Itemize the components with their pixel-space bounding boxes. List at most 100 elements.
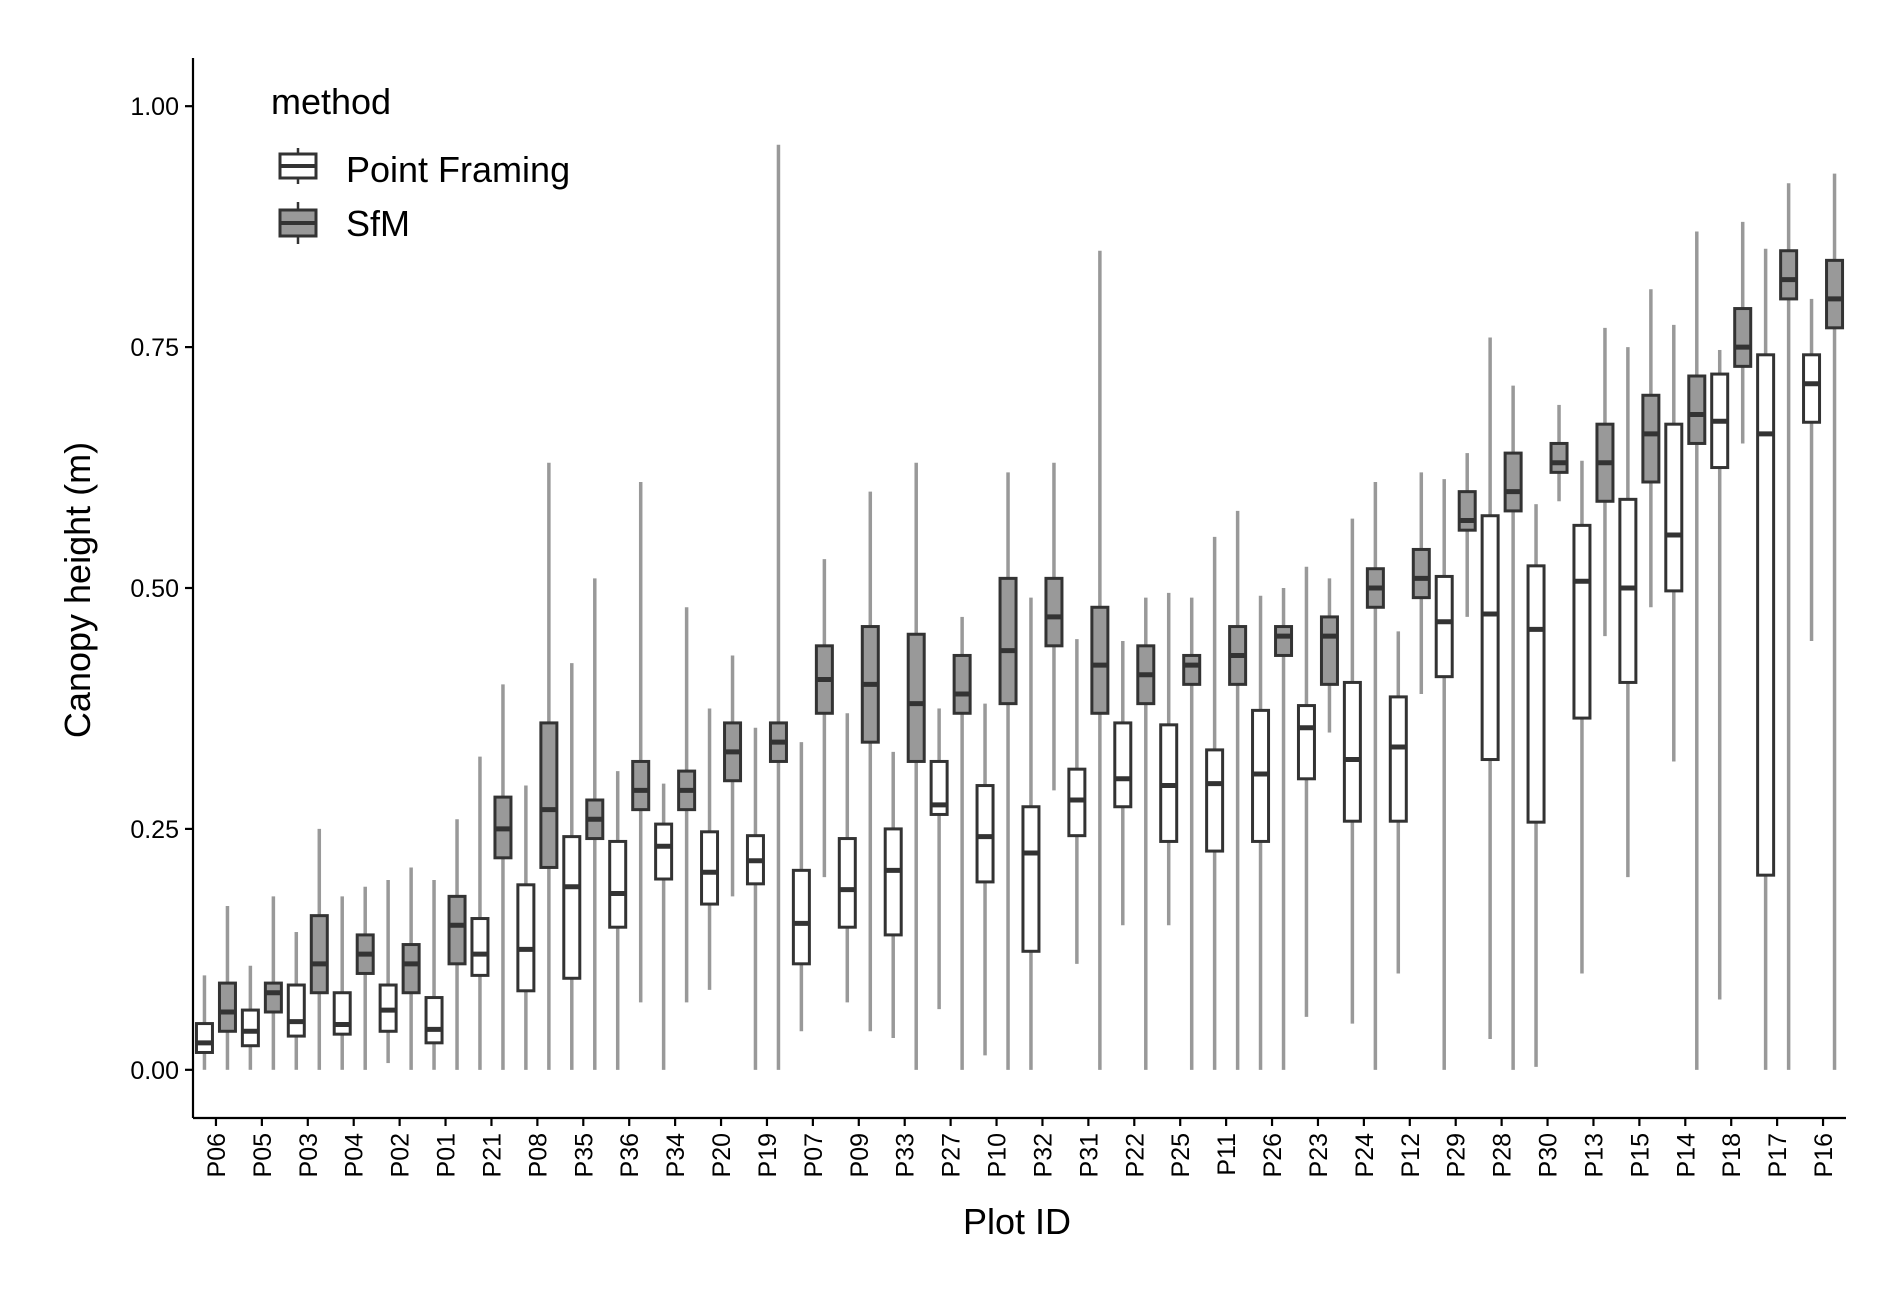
box-sfm-p06	[217, 906, 237, 1070]
box-iqr	[631, 759, 651, 812]
box-point-framing-p15	[1618, 347, 1638, 878]
box-sfm-p28	[1503, 385, 1523, 1070]
box-sfm-p26	[1274, 588, 1294, 1070]
x-tick-label: P30	[1535, 1133, 1563, 1177]
x-tick-label: P17	[1764, 1133, 1792, 1177]
x-tick-label: P02	[387, 1133, 415, 1177]
legend: method Point Framing SfM	[271, 81, 570, 244]
x-tick-label: P13	[1580, 1133, 1608, 1177]
x-tick-label: P23	[1305, 1133, 1333, 1177]
box-sfm-p17	[1779, 183, 1799, 1070]
x-tick-label: P29	[1443, 1133, 1471, 1177]
box-point-framing-p14	[1664, 324, 1684, 762]
box-iqr	[837, 837, 857, 929]
box-sfm-p11	[1228, 510, 1248, 1070]
box-iqr	[332, 991, 352, 1036]
box-iqr	[194, 1022, 214, 1054]
box-point-framing-p17	[1756, 248, 1776, 1070]
box-point-framing-p21	[470, 756, 490, 1070]
box-iqr	[1411, 547, 1431, 600]
box-iqr	[929, 759, 949, 816]
box-sfm-p10	[998, 472, 1018, 1070]
x-tick-label: P12	[1397, 1133, 1425, 1177]
x-tick-label: P04	[341, 1133, 369, 1178]
box-sfm-p01	[447, 819, 467, 1070]
box-iqr	[654, 822, 674, 881]
box-point-framing-p12	[1388, 631, 1408, 974]
box-sfm-p32	[1044, 462, 1064, 791]
box-point-framing-p11	[1205, 536, 1225, 1070]
box-iqr	[791, 868, 811, 966]
box-iqr	[1802, 353, 1822, 424]
box-iqr	[906, 632, 926, 763]
box-point-framing-p05	[240, 965, 260, 1070]
x-tick-label: P19	[754, 1133, 782, 1177]
box-sfm-p04	[355, 886, 375, 1070]
box-sfm-p33	[906, 462, 926, 1070]
box-sfm-p12	[1411, 472, 1431, 694]
y-tick-label: 0.00	[130, 1057, 179, 1085]
box-iqr	[1526, 564, 1546, 824]
x-tick-label: P25	[1167, 1133, 1195, 1177]
box-point-framing-p01	[424, 879, 444, 1070]
box-iqr	[1641, 393, 1661, 484]
box-point-framing-p33	[883, 751, 903, 1039]
x-tick-label: P11	[1213, 1133, 1241, 1176]
box-point-framing-p19	[745, 727, 765, 1070]
box-iqr	[1044, 576, 1064, 648]
box-sfm-p05	[263, 896, 283, 1070]
x-tick-label: P08	[524, 1133, 552, 1177]
x-tick-label: P09	[846, 1133, 874, 1177]
box-iqr	[1756, 353, 1776, 877]
box-iqr	[424, 996, 444, 1045]
x-tick-label: P10	[984, 1133, 1012, 1177]
box-sfm-p30	[1549, 404, 1569, 502]
box-sfm-p13	[1595, 327, 1615, 637]
box-iqr	[1090, 605, 1110, 715]
box-iqr	[1342, 680, 1362, 823]
y-axis-title: Canopy height (m)	[57, 442, 98, 738]
box-iqr	[539, 721, 559, 869]
box-iqr	[998, 576, 1018, 706]
y-tick-label: 0.50	[130, 575, 179, 603]
x-tick-label: P06	[203, 1133, 231, 1177]
box-iqr	[1182, 653, 1202, 686]
x-tick-label: P31	[1075, 1133, 1103, 1177]
box-iqr	[401, 943, 421, 995]
box-iqr	[700, 830, 720, 906]
box-iqr	[1549, 441, 1569, 474]
x-tick-label: P15	[1626, 1133, 1654, 1177]
box-sfm-p15	[1641, 289, 1661, 608]
box-point-framing-p28	[1480, 337, 1500, 1039]
box-point-framing-p16	[1802, 298, 1822, 641]
box-iqr	[309, 914, 329, 995]
x-tick-label: P21	[478, 1133, 506, 1177]
box-point-framing-p35	[562, 663, 582, 1070]
box-iqr	[1733, 307, 1753, 368]
box-iqr	[562, 835, 582, 980]
box-sfm-p27	[952, 616, 972, 1070]
legend-key-point-framing	[278, 148, 318, 184]
box-iqr	[1503, 451, 1523, 513]
box-iqr	[1021, 805, 1041, 953]
y-tick-label: 0.75	[130, 334, 179, 362]
box-point-framing-p24	[1342, 518, 1362, 1024]
box-iqr	[1319, 615, 1339, 686]
box-sfm-p08	[539, 462, 559, 1070]
box-sfm-p19	[768, 144, 788, 1070]
box-point-framing-p06	[194, 975, 214, 1070]
box-iqr	[240, 1008, 260, 1048]
box-point-framing-p34	[654, 783, 674, 1070]
legend-title: method	[271, 81, 391, 122]
x-tick-label: P24	[1351, 1133, 1379, 1178]
box-sfm-p34	[677, 607, 697, 1003]
box-sfm-p20	[723, 655, 743, 897]
box-iqr	[608, 839, 628, 929]
box-iqr	[975, 784, 995, 884]
box-iqr	[1274, 625, 1294, 657]
box-sfm-p21	[493, 684, 513, 1070]
legend-label-point-framing: Point Framing	[346, 149, 570, 190]
box-point-framing-p20	[700, 708, 720, 990]
legend-key-sfm	[278, 202, 318, 244]
legend-label-sfm: SfM	[346, 203, 410, 244]
